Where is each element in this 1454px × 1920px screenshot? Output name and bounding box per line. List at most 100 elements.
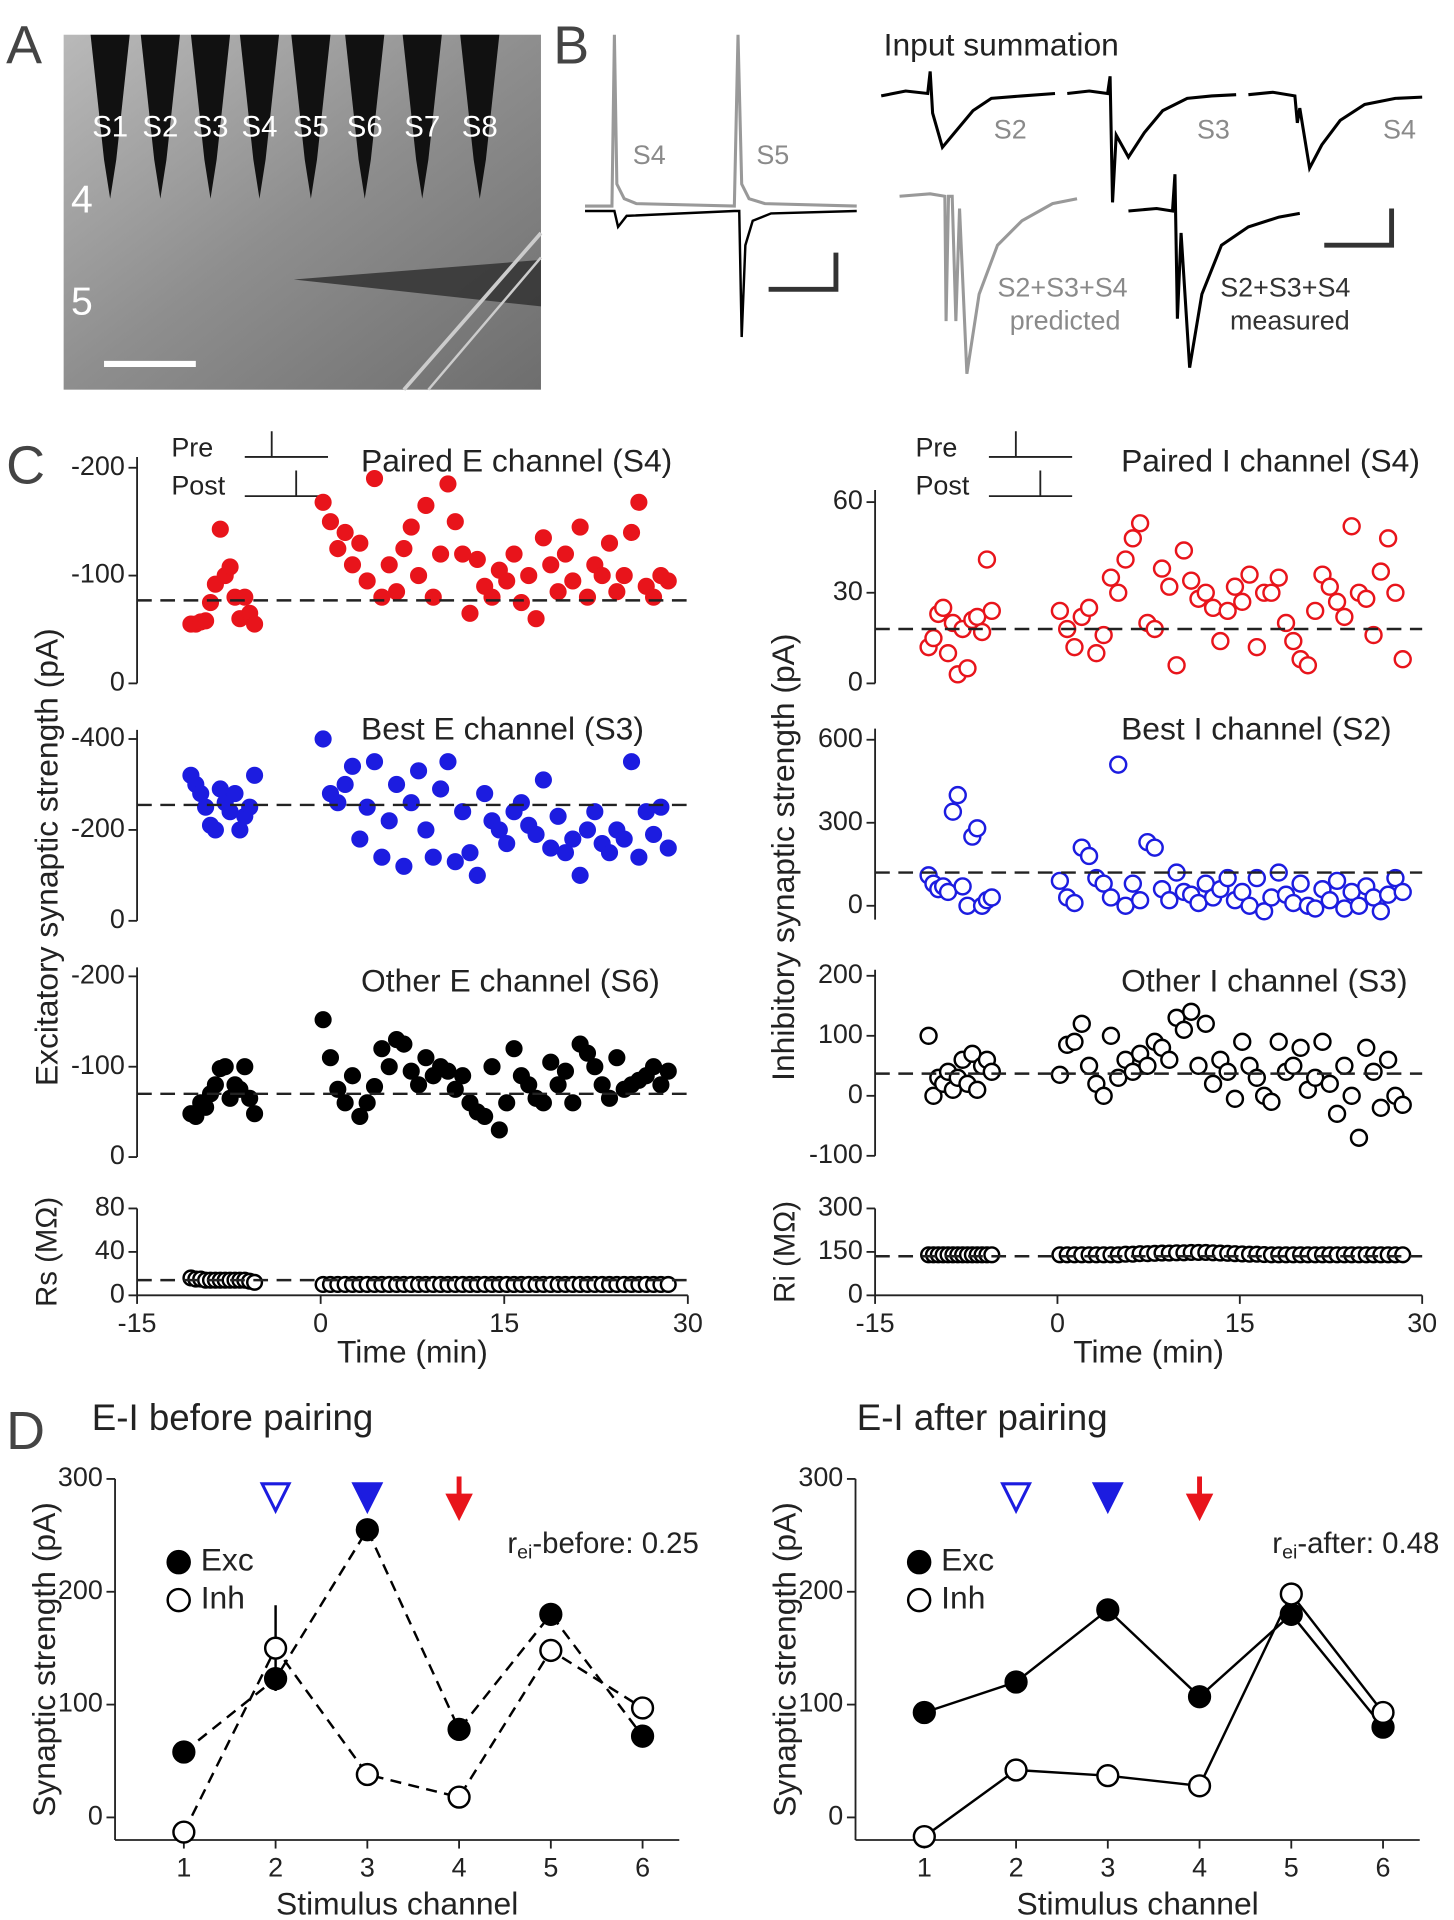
data-point: [615, 567, 633, 585]
data-point: [586, 1058, 604, 1076]
data-point: [476, 784, 494, 803]
data-point: [410, 567, 428, 585]
y-tick-label: 300: [798, 1462, 843, 1492]
y-tick-label: 0: [88, 1801, 103, 1831]
data-point: [622, 523, 641, 542]
data-point: [454, 803, 472, 821]
traces: S4 S5 Input summation S2 S3 S4 S2+S3+S4 …: [585, 26, 1423, 374]
data-point: [1079, 598, 1099, 618]
recording-pipette: [293, 259, 541, 307]
data-point: [977, 550, 997, 569]
data-point: [542, 1053, 560, 1071]
data-point: [1174, 541, 1194, 560]
data-point: [343, 1067, 362, 1085]
chart-title: E-I after pairing: [857, 1397, 1108, 1438]
data-point: [246, 1273, 264, 1291]
trace: [585, 34, 857, 208]
data-point: [246, 615, 264, 633]
annotation: rei-after: 0.48: [1272, 1527, 1439, 1564]
data-point: [1247, 868, 1267, 888]
data-point: [1335, 1056, 1354, 1075]
data-point: [1262, 888, 1281, 907]
data-point: [1386, 868, 1405, 888]
data-point: [461, 844, 479, 862]
y-tick-label: 0: [110, 1140, 125, 1170]
data-point: [1182, 571, 1201, 590]
data-point: [912, 1824, 936, 1849]
data-point: [197, 612, 215, 630]
data-point: [216, 1058, 234, 1076]
data-point: [1320, 1074, 1339, 1093]
pointer: [351, 1482, 384, 1515]
inset-line: [988, 431, 1073, 458]
data-point: [1393, 1095, 1412, 1114]
data-point: [637, 803, 655, 821]
data-point: [1276, 613, 1296, 633]
data-point: [1240, 565, 1259, 584]
data-point: [461, 604, 479, 622]
data-point: [1284, 1056, 1303, 1075]
chart-title: Paired I channel (S4): [1121, 443, 1420, 479]
trace-label: S2+S3+S4: [1220, 272, 1350, 302]
data-point: [571, 518, 589, 536]
data-point: [365, 469, 384, 488]
data-point: [1123, 874, 1143, 893]
data-point: [1225, 1089, 1245, 1108]
data-point: [1079, 846, 1099, 866]
series-line: [183, 1527, 644, 1753]
y-tick-label: 600: [818, 723, 863, 753]
inset-label: Post: [915, 471, 969, 501]
data-point: [659, 1062, 677, 1080]
data-point: [1291, 1038, 1310, 1057]
data-point: [1320, 891, 1339, 910]
x-tick-label: 15: [1225, 1308, 1255, 1338]
pipette-shadow: [402, 231, 543, 391]
data-point: [206, 821, 224, 839]
pipette-shadow: [427, 256, 542, 391]
electrode: [140, 34, 180, 199]
data-point: [659, 839, 677, 857]
x-tick-label: 0: [313, 1308, 328, 1338]
data-point: [1378, 885, 1398, 904]
x-axis-label: Time (min): [337, 1334, 488, 1370]
data-point: [948, 785, 967, 805]
annotation-subscript: ei: [517, 1542, 532, 1564]
y-tick-label: 100: [58, 1688, 103, 1718]
y-tick-label: -400: [71, 722, 125, 752]
data-point: [211, 520, 229, 538]
data-point: [1182, 1002, 1201, 1021]
data-point: [483, 588, 501, 606]
data-point: [410, 1076, 428, 1094]
data-point: [172, 1740, 196, 1764]
data-point: [417, 496, 435, 515]
y-tick-label: 0: [848, 889, 863, 919]
data-point: [1101, 888, 1121, 907]
data-point: [246, 766, 264, 784]
data-point: [1130, 891, 1150, 910]
electrode: [239, 34, 280, 199]
y-tick-label: -200: [71, 451, 125, 481]
y-tick-label: 40: [95, 1235, 125, 1265]
trace: [880, 71, 1056, 151]
data-point: [1004, 1758, 1028, 1782]
y-tick-label: -200: [71, 813, 125, 843]
data-point: [446, 853, 464, 871]
scale-bar: [768, 252, 839, 292]
data-point: [355, 1518, 379, 1542]
data-point: [1342, 517, 1361, 536]
x-tick-label: 5: [1284, 1852, 1299, 1882]
data-point: [1123, 529, 1143, 548]
y-tick-label: 300: [818, 806, 863, 836]
pointer: [259, 1482, 292, 1515]
data-point: [336, 775, 354, 794]
legend-marker: [166, 1549, 191, 1575]
data-point: [1298, 656, 1318, 675]
electrode-label: S8: [462, 111, 498, 144]
data-point: [402, 1062, 420, 1080]
data-point: [539, 1602, 563, 1626]
electrode-label: S6: [347, 111, 383, 144]
data-point: [556, 545, 575, 563]
data-point: [1096, 1598, 1120, 1622]
y-tick-label: 0: [848, 1278, 863, 1308]
